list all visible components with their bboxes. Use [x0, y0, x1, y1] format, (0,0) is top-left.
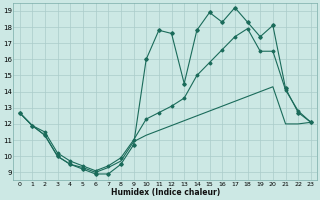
X-axis label: Humidex (Indice chaleur): Humidex (Indice chaleur): [111, 188, 220, 197]
